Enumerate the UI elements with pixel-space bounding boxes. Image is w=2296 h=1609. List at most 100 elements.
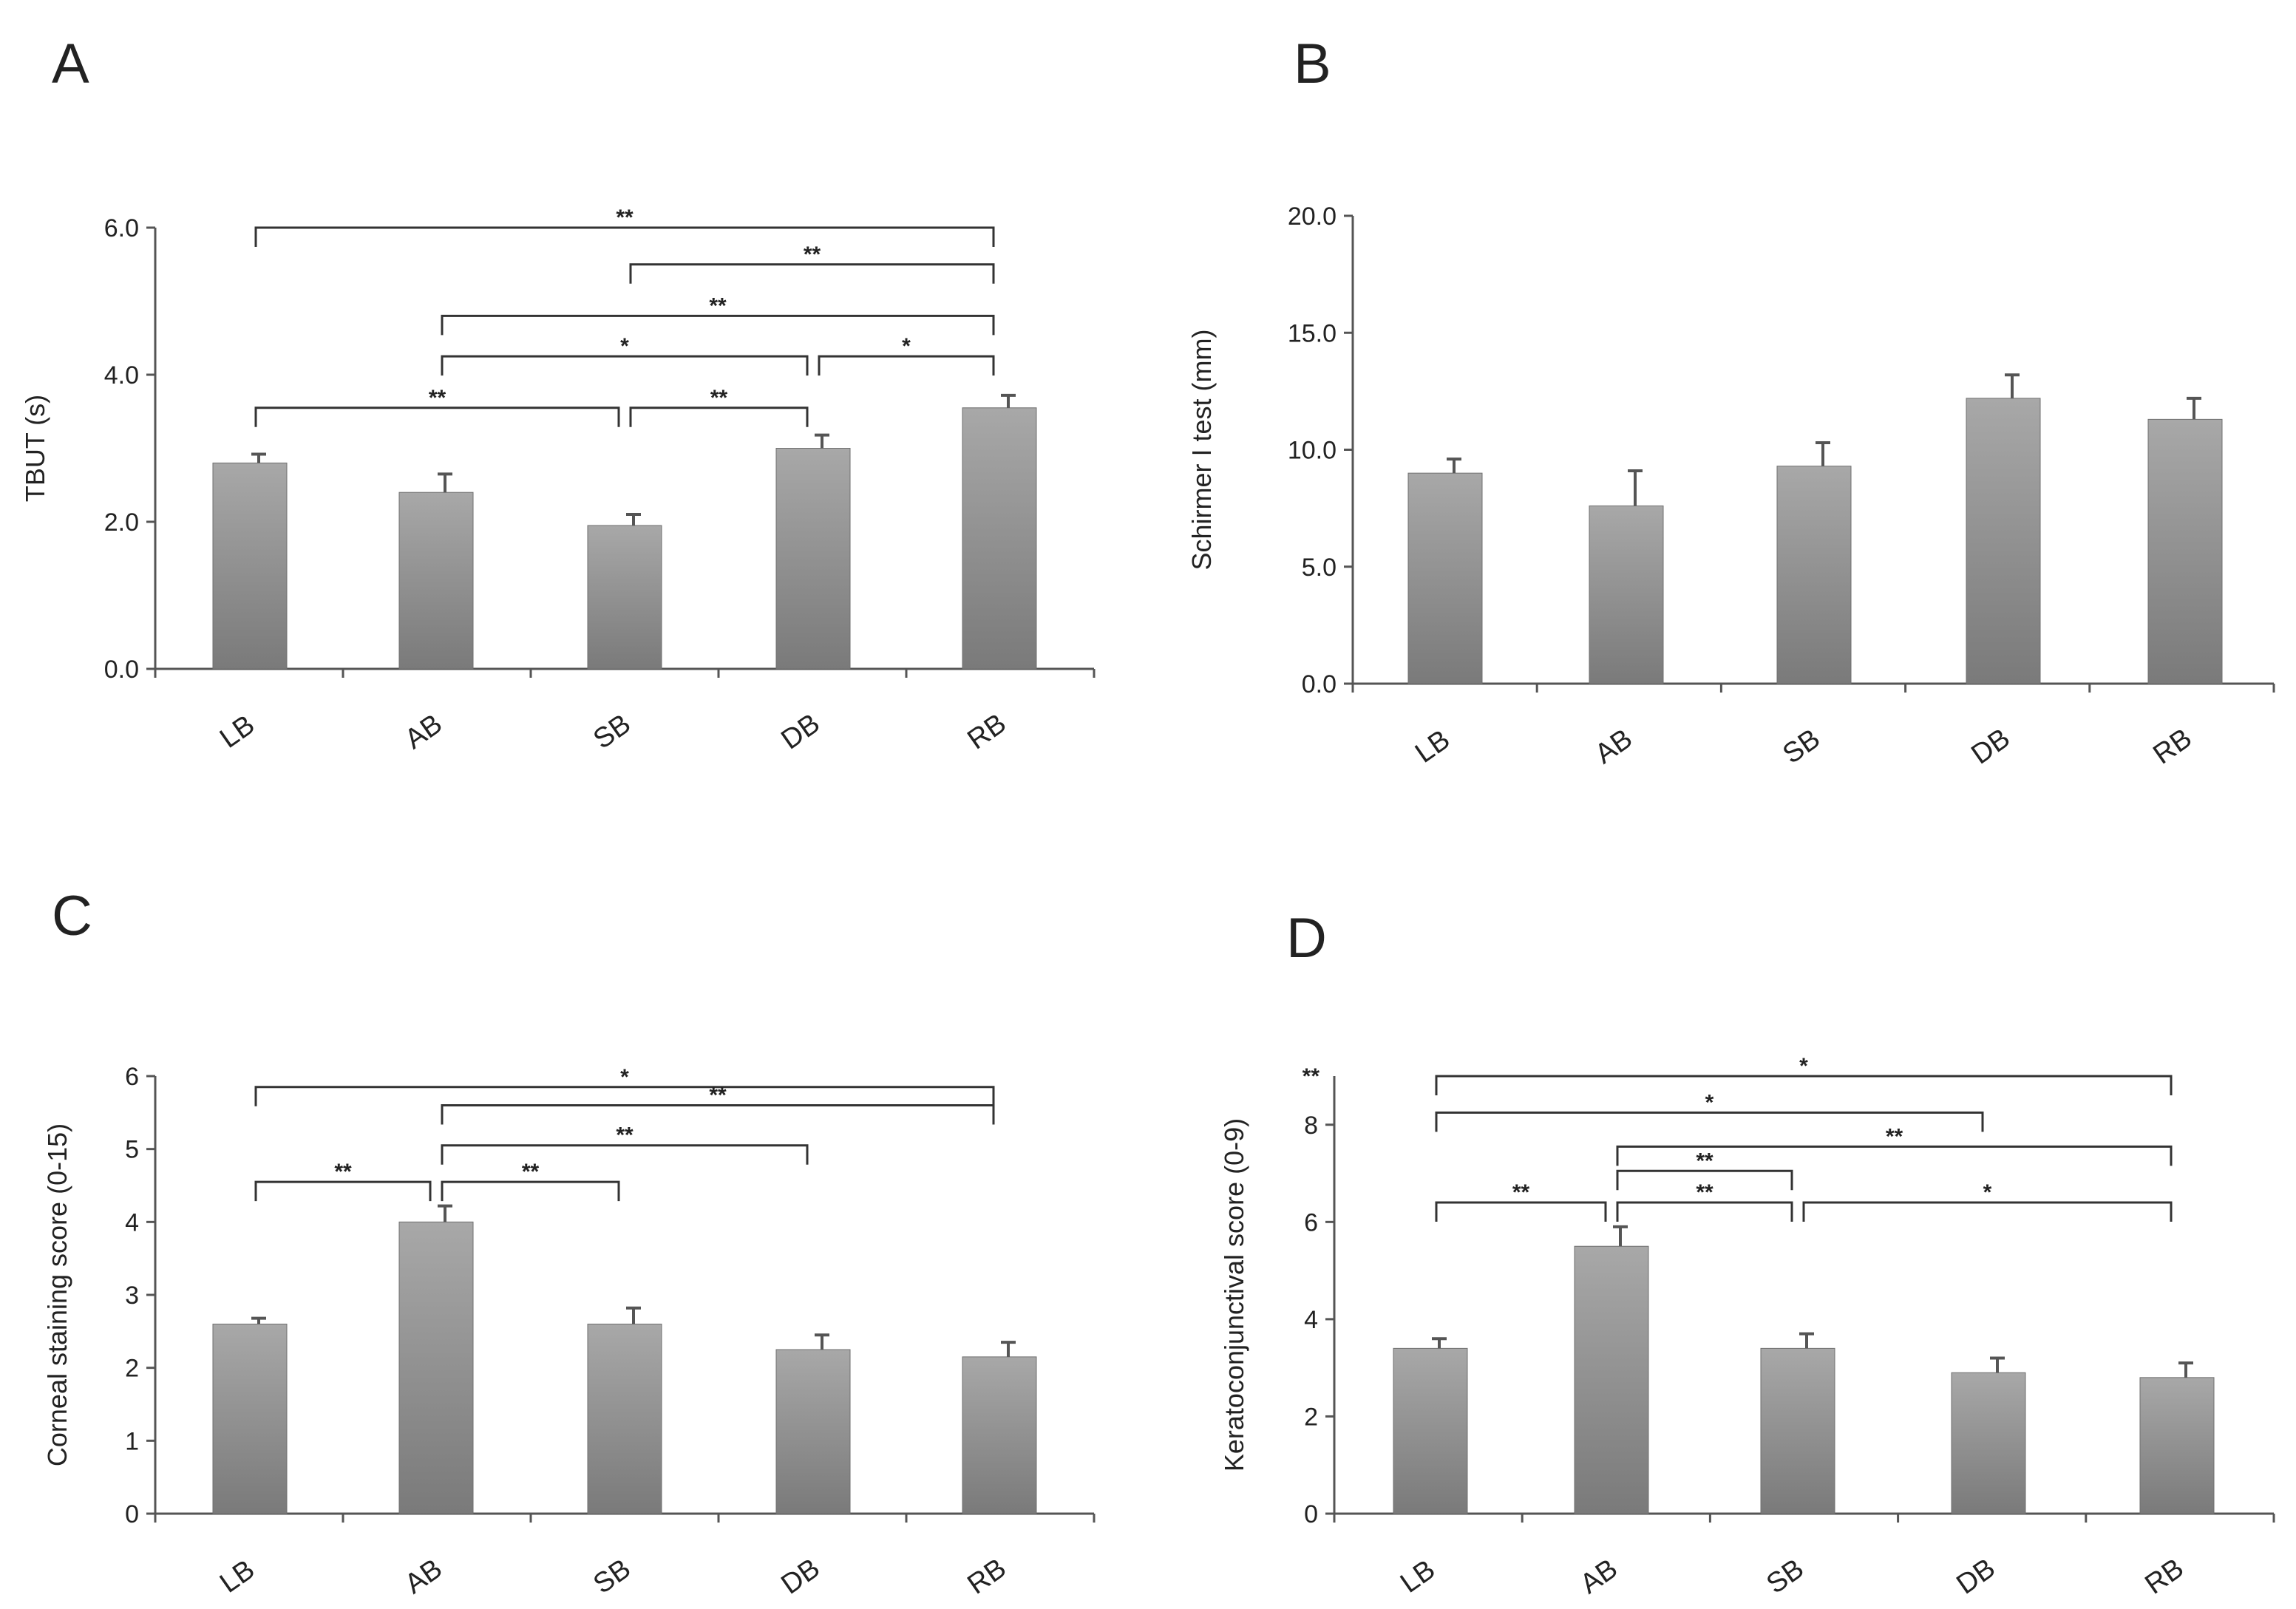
significance-bracket: [254, 1180, 432, 1202]
significance-label: **: [429, 386, 446, 410]
y-tick-label: 4: [1304, 1306, 1318, 1334]
significance-bracket: [1435, 1201, 1607, 1222]
y-tick-label: 4.0: [104, 361, 139, 390]
bar-rb: [962, 407, 1037, 670]
bar-sb: [587, 1323, 662, 1514]
category-label-db: DB: [1951, 1553, 2000, 1601]
significance-label: *: [1799, 1054, 1808, 1078]
y-axis-title: Schirmer I test (mm): [1186, 329, 1217, 570]
category-label-rb: RB: [2139, 1553, 2189, 1601]
panel-letter: B: [1294, 33, 1331, 95]
category-label-sb: SB: [588, 708, 636, 755]
category-label-lb: LB: [214, 710, 260, 755]
category-label-lb: LB: [214, 1554, 260, 1599]
bar-lb: [212, 462, 288, 670]
category-label-db: DB: [1966, 723, 2015, 771]
chart-panel-b: B 0.0 5.0 10.0 15.0 20.0 Schirmer I test (mm) L…: [1186, 33, 2275, 771]
bar-db: [775, 1349, 851, 1514]
bar-sb: [1760, 1347, 1835, 1514]
significance-bracket: [441, 1103, 995, 1125]
bar-lb: [212, 1323, 288, 1514]
significance-bracket: [629, 263, 995, 284]
significance-label: **: [709, 1083, 727, 1107]
y-tick-label: 6: [125, 1063, 139, 1091]
corner-annotation: **: [1302, 1064, 1320, 1089]
significance-bracket: [1616, 1201, 1793, 1222]
significance-bracket: [441, 355, 809, 376]
category-label-rb: RB: [962, 708, 1011, 756]
bar-db: [1966, 398, 2041, 684]
y-tick-label: 2: [125, 1355, 139, 1383]
significance-label: **: [1886, 1124, 1903, 1149]
significance-label: *: [1983, 1180, 1992, 1205]
significance-label: **: [1512, 1180, 1530, 1205]
y-tick-label: 2.0: [104, 508, 139, 537]
y-axis-title: Keratoconjunctival score (0-9): [1219, 1118, 1249, 1472]
significance-label: *: [620, 334, 629, 358]
y-tick-label: 0.0: [104, 656, 139, 684]
y-tick-label: 6: [1304, 1208, 1318, 1236]
significance-label: **: [334, 1160, 352, 1184]
y-tick-label: 1: [125, 1427, 139, 1455]
bar-ab: [398, 1221, 474, 1514]
category-label-sb: SB: [1761, 1553, 1810, 1599]
panel-letter: D: [1286, 907, 1327, 970]
y-tick-label: 15.0: [1288, 319, 1336, 347]
y-tick-label: 3: [125, 1282, 139, 1310]
panel-letter: C: [52, 885, 92, 948]
bar-lb: [1393, 1347, 1468, 1514]
significance-label: **: [1696, 1180, 1713, 1205]
significance-label: **: [709, 293, 727, 318]
significance-label: **: [804, 242, 821, 267]
bar-sb: [1776, 466, 1852, 684]
significance-label: **: [710, 386, 728, 410]
category-label-ab: AB: [399, 708, 448, 755]
bar-lb: [1407, 472, 1483, 684]
significance-label: **: [1696, 1149, 1713, 1173]
significance-bracket: [1616, 1169, 1793, 1191]
category-label-lb: LB: [1410, 724, 1456, 769]
significance-bracket: [254, 226, 995, 247]
category-label-ab: AB: [1589, 723, 1638, 769]
bar-ab: [1589, 505, 1664, 684]
chart-panel-d: D 0 2 4 6 8 Keratoconjunctival score (0-9) LB AB…: [1219, 907, 2275, 1601]
y-tick-label: 20.0: [1288, 203, 1336, 231]
bar-rb: [962, 1356, 1037, 1514]
category-label-ab: AB: [1575, 1553, 1623, 1599]
y-tick-label: 5.0: [1302, 554, 1336, 582]
significance-bracket: [1802, 1201, 2173, 1222]
panel-letter: A: [52, 33, 89, 95]
y-tick-label: 8: [1304, 1112, 1318, 1140]
y-tick-label: 0: [125, 1500, 139, 1528]
significance-bracket: [441, 1144, 809, 1165]
y-tick-label: 4: [125, 1208, 139, 1236]
significance-bracket: [254, 1086, 995, 1106]
significance-label: **: [616, 1123, 634, 1148]
y-tick-label: 5: [125, 1136, 139, 1164]
y-tick-label: 0: [1304, 1500, 1318, 1528]
category-label-rb: RB: [2147, 723, 2197, 771]
significance-label: **: [616, 205, 634, 230]
category-label-db: DB: [775, 1553, 825, 1601]
significance-label: *: [1705, 1090, 1714, 1115]
bar-rb: [2147, 418, 2223, 684]
significance-bracket: [818, 355, 995, 376]
category-label-sb: SB: [1777, 723, 1826, 769]
bar-ab: [398, 491, 474, 670]
significance-bracket: [1435, 1111, 1984, 1132]
y-axis-title: TBUT (s): [20, 395, 50, 502]
y-tick-label: 0.0: [1302, 670, 1336, 698]
category-label-sb: SB: [588, 1553, 636, 1599]
category-label-ab: AB: [399, 1553, 448, 1599]
bar-rb: [2139, 1377, 2215, 1514]
y-tick-label: 6.0: [104, 214, 139, 242]
significance-label: *: [620, 1065, 629, 1089]
significance-bracket: [629, 406, 809, 427]
y-tick-label: 10.0: [1288, 437, 1336, 465]
category-label-db: DB: [775, 708, 825, 756]
significance-bracket: [1616, 1145, 2173, 1166]
significance-label: **: [522, 1160, 540, 1184]
category-label-rb: RB: [962, 1553, 1011, 1601]
